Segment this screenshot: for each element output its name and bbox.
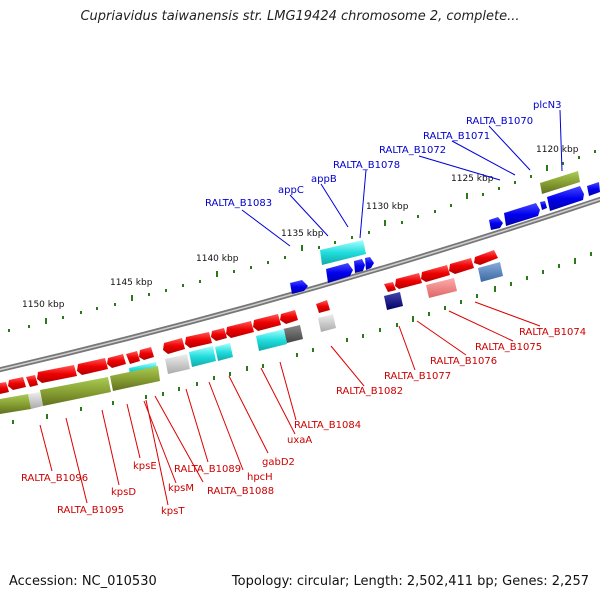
gene-label[interactable]: RALTA_B1070 bbox=[466, 116, 533, 127]
gene-label[interactable]: RALTA_B1096 bbox=[21, 473, 88, 484]
gene-block[interactable] bbox=[283, 325, 303, 343]
gene-block[interactable] bbox=[40, 377, 111, 406]
gene-arrow[interactable] bbox=[77, 358, 108, 375]
gene-arrow[interactable] bbox=[0, 382, 9, 394]
gene-label[interactable]: RALTA_B1083 bbox=[205, 198, 272, 209]
gene-arrow[interactable] bbox=[395, 273, 422, 289]
gene-arrow[interactable] bbox=[253, 314, 281, 331]
gene-label[interactable]: RALTA_B1072 bbox=[379, 145, 446, 156]
gene-block[interactable] bbox=[215, 343, 233, 361]
inner-tick-ring bbox=[12, 252, 592, 424]
gene-arrow[interactable] bbox=[489, 217, 503, 230]
gene-arrow[interactable] bbox=[449, 258, 474, 274]
gene-arrow[interactable] bbox=[547, 186, 584, 211]
gene-arrow[interactable] bbox=[280, 310, 298, 324]
gene-block[interactable] bbox=[478, 262, 503, 282]
gene-label[interactable]: RALTA_B1075 bbox=[475, 342, 542, 353]
tick-label: 1120 kbp bbox=[536, 145, 579, 155]
gene-label[interactable]: appB bbox=[311, 174, 337, 185]
gene-label[interactable]: RALTA_B1074 bbox=[519, 327, 586, 338]
forward-gene-track bbox=[290, 182, 600, 294]
outer-tick-ring bbox=[8, 150, 596, 332]
gene-block[interactable] bbox=[189, 346, 216, 367]
gene-arrow[interactable] bbox=[8, 377, 26, 390]
tick-label: 1125 kbp bbox=[451, 174, 494, 184]
gene-arrow[interactable] bbox=[37, 365, 77, 383]
gene-arrow[interactable] bbox=[384, 282, 396, 292]
reverse-gene-track bbox=[0, 250, 498, 394]
gene-arrow[interactable] bbox=[185, 332, 212, 348]
gene-label[interactable]: RALTA_B1077 bbox=[384, 371, 451, 382]
gene-label[interactable]: appC bbox=[278, 185, 304, 196]
gene-arrow[interactable] bbox=[26, 375, 38, 387]
forward-callouts bbox=[241, 109, 563, 247]
gene-arrow[interactable] bbox=[326, 263, 353, 283]
gene-arrow[interactable] bbox=[421, 265, 450, 282]
gene-arrow[interactable] bbox=[540, 201, 547, 210]
tick-label: 1140 kbp bbox=[196, 254, 239, 264]
gene-arrow[interactable] bbox=[474, 250, 498, 265]
gene-label[interactable]: RALTA_B1088 bbox=[207, 486, 274, 497]
gene-arrow[interactable] bbox=[504, 203, 540, 226]
gene-label[interactable]: kpsT bbox=[161, 506, 185, 517]
gene-block[interactable] bbox=[165, 354, 190, 374]
gene-block[interactable] bbox=[318, 314, 336, 332]
gene-label[interactable]: gabD2 bbox=[262, 457, 295, 468]
gene-label[interactable]: RALTA_B1076 bbox=[430, 356, 497, 367]
gene-block[interactable] bbox=[256, 329, 287, 351]
gene-label[interactable]: RALTA_B1082 bbox=[336, 386, 403, 397]
gene-block[interactable] bbox=[110, 366, 160, 391]
gene-label[interactable]: RALTA_B1071 bbox=[423, 131, 490, 142]
tick-label: 1135 kbp bbox=[281, 229, 324, 239]
gene-block[interactable] bbox=[426, 278, 457, 298]
gene-arrow[interactable] bbox=[126, 351, 140, 364]
reverse-callouts bbox=[39, 301, 541, 506]
genome-summary-text: Topology: circular; Length: 2,502,411 bp… bbox=[231, 574, 589, 589]
gene-arrow[interactable] bbox=[316, 300, 330, 313]
gene-label[interactable]: plcN3 bbox=[533, 100, 561, 111]
gene-label[interactable]: RALTA_B1084 bbox=[294, 420, 361, 431]
tick-label: 1145 kbp bbox=[110, 278, 153, 288]
gene-arrow[interactable] bbox=[107, 354, 126, 368]
gene-label[interactable]: RALTA_B1078 bbox=[333, 160, 400, 171]
gene-block[interactable] bbox=[320, 240, 366, 265]
gene-label[interactable]: uxaA bbox=[287, 435, 312, 446]
gene-label[interactable]: kpsM bbox=[168, 483, 194, 494]
gene-arrow[interactable] bbox=[226, 321, 254, 338]
gene-label[interactable]: RALTA_B1089 bbox=[174, 464, 241, 475]
gene-label[interactable]: kpsD bbox=[111, 487, 136, 498]
gene-block[interactable] bbox=[28, 392, 43, 409]
tick-label: 1150 kbp bbox=[22, 300, 65, 310]
gene-arrow[interactable] bbox=[354, 259, 365, 273]
gene-arrow[interactable] bbox=[587, 182, 600, 196]
gene-arrow[interactable] bbox=[163, 338, 185, 354]
gene-block[interactable] bbox=[540, 171, 580, 194]
gene-block[interactable] bbox=[0, 394, 31, 414]
gene-arrow[interactable] bbox=[365, 257, 374, 270]
gene-arrow[interactable] bbox=[290, 280, 308, 294]
accession-text: Accession: NC_010530 bbox=[9, 574, 157, 589]
tick-label: 1130 kbp bbox=[366, 202, 409, 212]
gene-label[interactable]: hpcH bbox=[247, 472, 273, 483]
gene-arrow[interactable] bbox=[211, 328, 227, 341]
gene-label[interactable]: kpsE bbox=[133, 461, 157, 472]
map-title: Cupriavidus taiwanensis str. LMG19424 ch… bbox=[80, 9, 520, 24]
gene-label[interactable]: RALTA_B1095 bbox=[57, 505, 124, 516]
gene-arrow[interactable] bbox=[139, 347, 154, 360]
gene-block[interactable] bbox=[384, 292, 403, 310]
